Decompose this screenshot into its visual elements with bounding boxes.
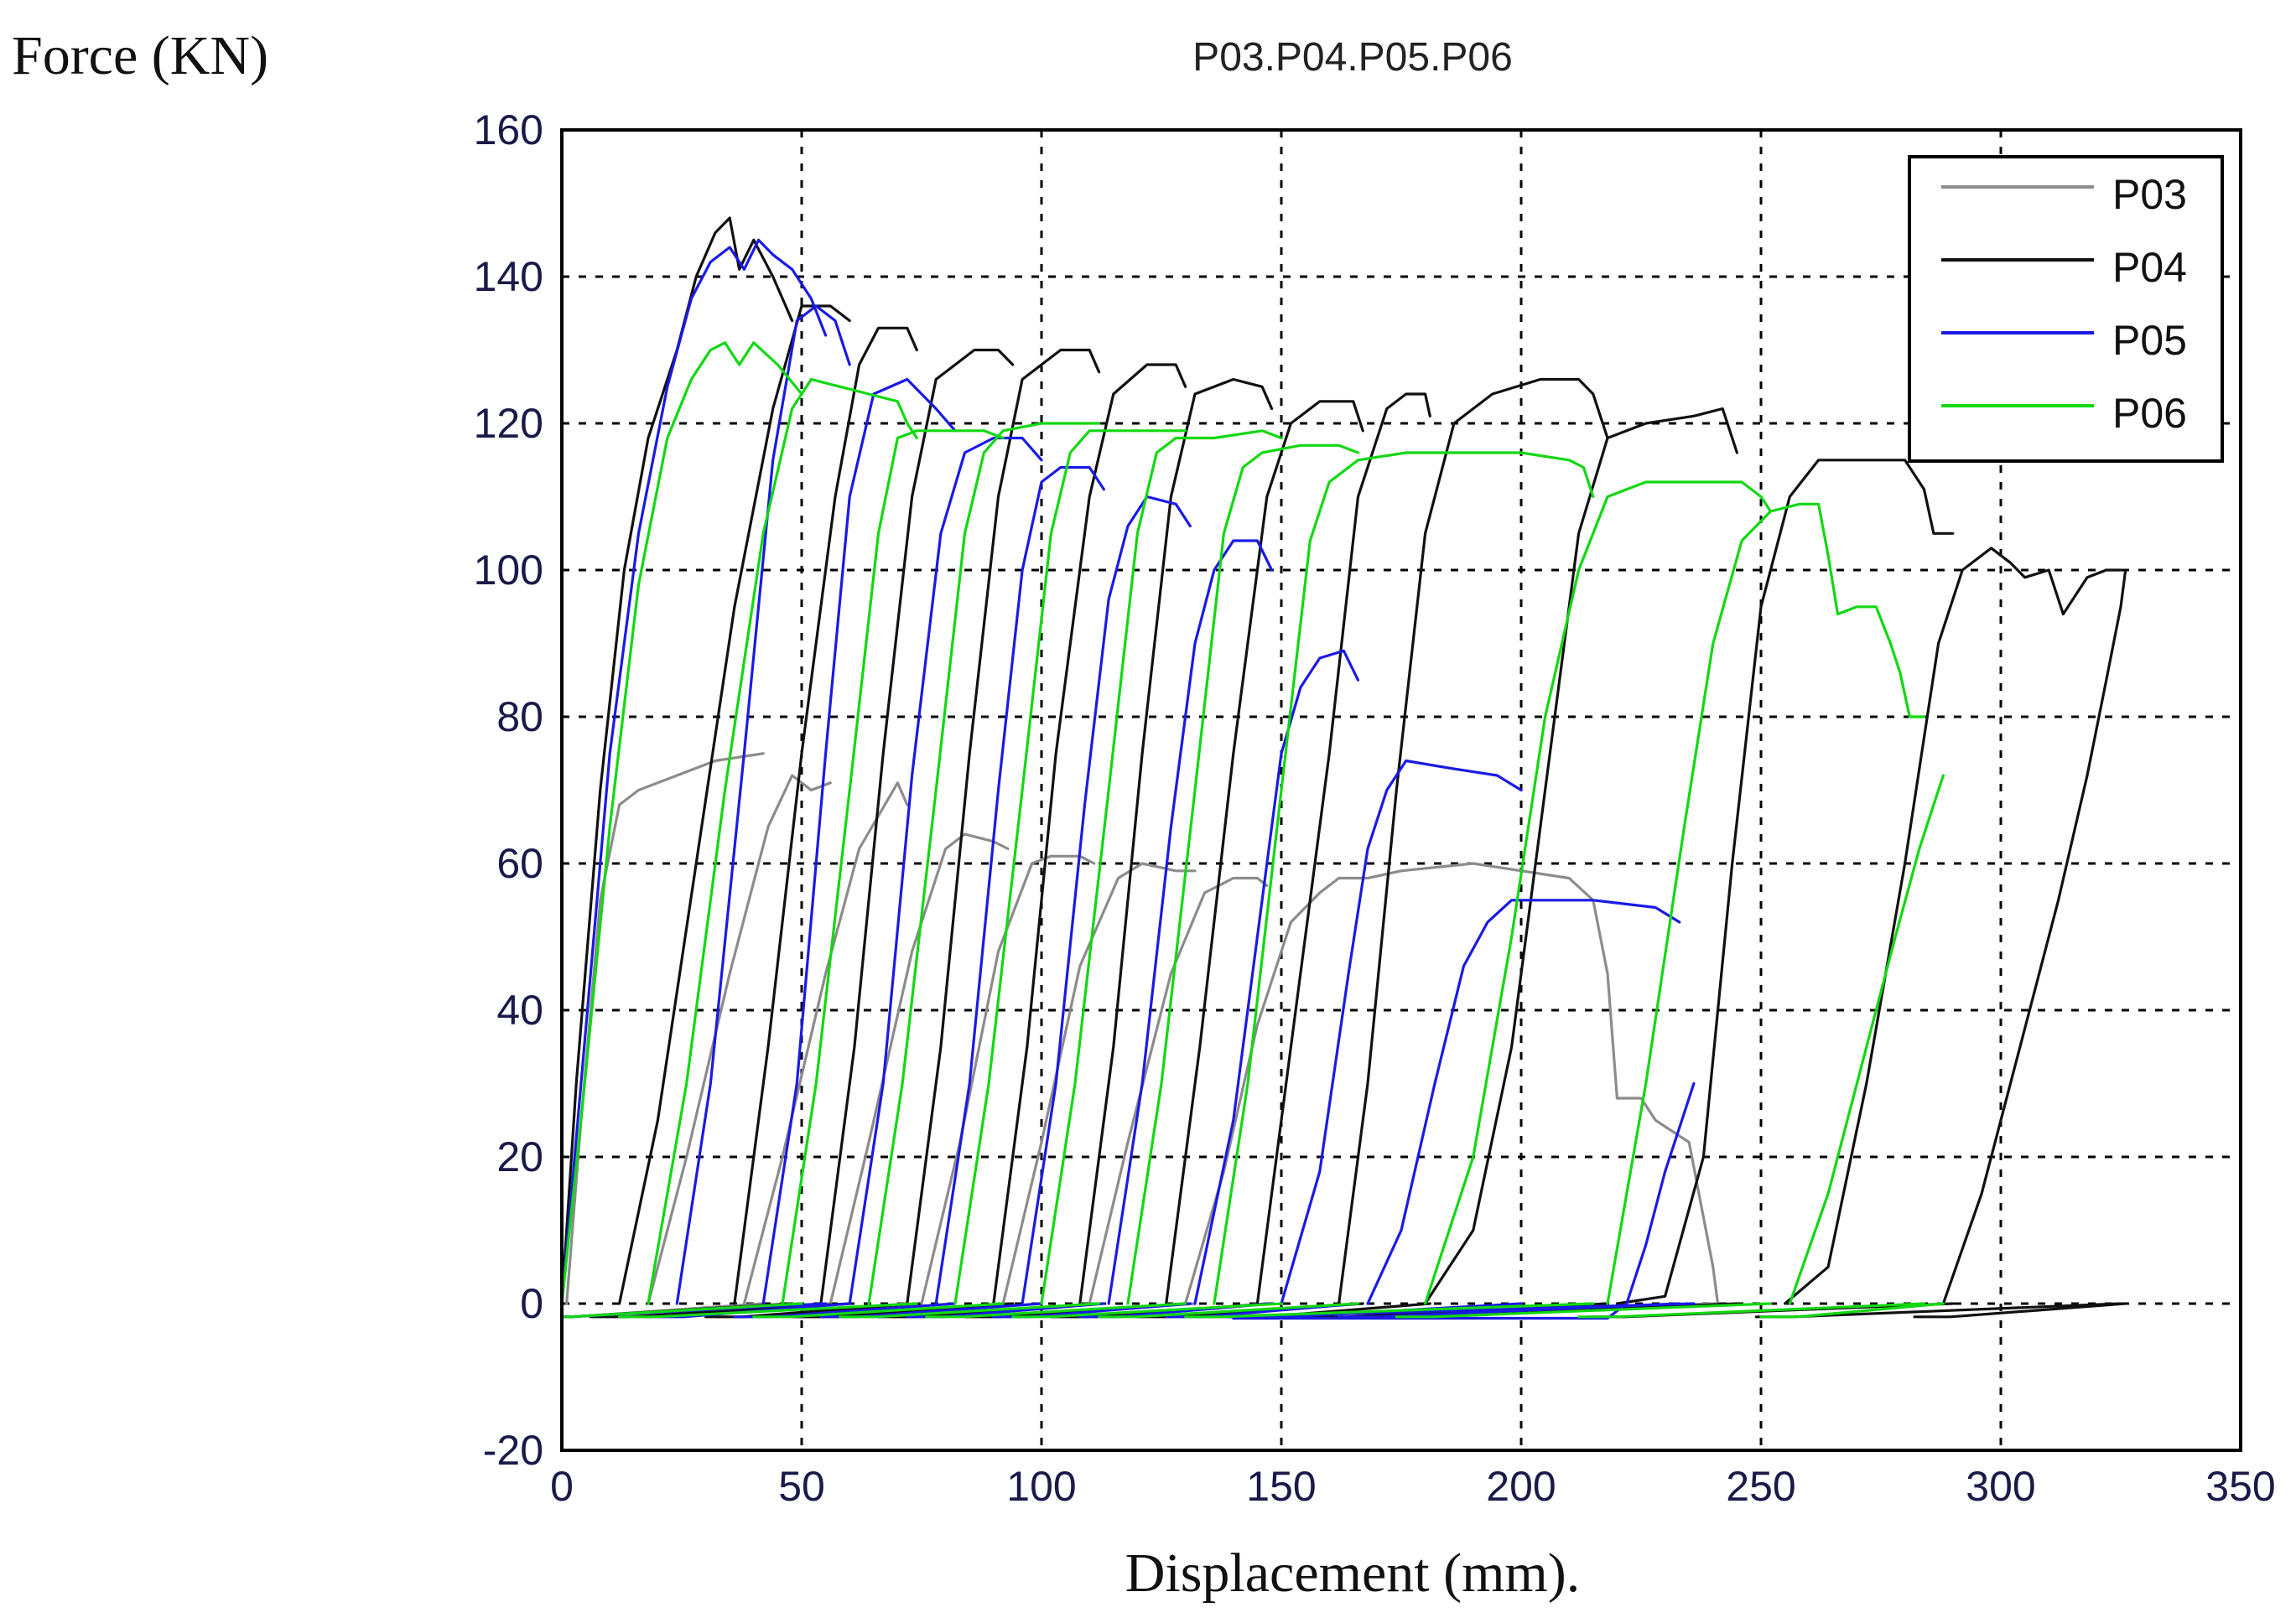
x-tick-label: 150 [1246,1463,1316,1510]
series-p03-cycle-6 [1001,862,1197,1305]
legend-label-p03: P03 [2112,171,2187,218]
series-p04-cycle-13 [1784,547,2122,1305]
series-p06-cycle-9 [1424,480,1772,1305]
y-tick-label: 20 [496,1133,543,1180]
series-p06-unload-8 [1184,1302,1595,1319]
series-p05-cycle-4 [848,436,1043,1305]
series-p06-unload-11 [1759,1302,1945,1319]
series-p06 [560,341,1945,1319]
series-p06-cycle-1 [560,341,803,1305]
series-p06-unload-3 [752,1302,1005,1319]
series-p03-cycle-4 [829,832,1010,1305]
y-tick-label: 160 [474,106,543,153]
y-tick-label: 60 [496,840,543,887]
y-tick-label: 80 [496,693,543,740]
series-p05-cycle-8 [1193,649,1360,1305]
x-tick-label: 0 [550,1463,574,1510]
series-p06-cycle-4 [867,422,1101,1305]
x-tick-label: 350 [2205,1463,2275,1510]
series-p03-cycle-7 [1088,876,1269,1305]
plot-frame [560,128,2242,1452]
y-tick-label: 140 [474,253,543,300]
legend-label-p04: P04 [2112,244,2187,291]
series-p04-cycle-10 [1338,377,1609,1305]
y-tick-label: 100 [474,547,543,594]
series-p05-cycle-7 [1107,539,1274,1305]
series-p06-cycle-11 [1788,774,1945,1305]
y-tick-labels: -20 0 20 40 60 80 100 120 140 160 [474,106,543,1474]
series-p06-cycle-7 [1126,443,1360,1305]
series-p04-unload-14 [1913,1302,2127,1319]
series-p06-unload-1 [560,1302,803,1319]
series-p03-cycle-3 [742,781,909,1305]
series-p06-cycle-3 [781,429,1005,1305]
x-tick-label: 200 [1486,1463,1556,1510]
x-axis-label: Displacement (mm). [1125,1543,1581,1604]
y-tick-label: 0 [520,1280,543,1327]
series-p04-cycle-2 [618,304,851,1305]
series-p05-cycle-2 [675,304,851,1305]
plot-curves [560,216,2127,1320]
legend-label-p05: P05 [2112,317,2187,364]
legend-label-p06: P06 [2112,390,2187,437]
chart-title: P03.P04.P05.P06 [1192,35,1513,80]
legend: P03 P04 P05 P06 [1908,155,2224,463]
series-p06-unload-2 [618,1302,918,1319]
series-p04-cycle-6 [992,363,1187,1305]
series-p04-cycle-3 [733,326,918,1305]
series-p06-unload-10 [1577,1302,1926,1319]
series-p05-cycle-5 [934,465,1105,1305]
series-p04 [560,216,2127,1319]
series-p06-unload-4 [839,1302,1101,1319]
series-p06-cycle-8 [1213,451,1595,1305]
series-p04-cycle-14 [1941,568,2127,1305]
series-p04-cycle-4 [819,348,1015,1305]
series-p05-cycle-9 [1280,759,1523,1305]
series-p06-unload-7 [1098,1302,1360,1319]
x-tick-label: 250 [1726,1463,1795,1510]
x-tick-label: 100 [1006,1463,1076,1510]
x-tick-label: 50 [778,1463,825,1510]
x-tick-label: 300 [1966,1463,2035,1510]
legend-box [1908,155,2224,463]
series-p04-cycle-12 [1615,459,1955,1305]
series-p04-cycle-7 [1078,377,1274,1305]
y-tick-label: 40 [496,987,543,1034]
series-p04-cycle-5 [906,348,1101,1305]
series-p03-cycle-2 [647,774,832,1305]
series-p05-cycle-1 [560,238,828,1305]
series-p04-cycle-1 [560,216,794,1305]
series-p06-cycle-2 [647,377,918,1305]
series-p06-cycle-10 [1606,502,1926,1305]
series-p04-cycle-8 [1165,400,1364,1305]
y-axis-label: Force (KN) [12,25,268,86]
series-p06-cycle-6 [1040,429,1283,1305]
series-p06-unload-9 [1395,1302,1772,1319]
series-p06-unload-6 [1011,1302,1283,1319]
series-p04-cycle-11 [1424,407,1738,1305]
series-p06-unload-5 [925,1302,1187,1319]
y-tick-label: -20 [483,1427,543,1474]
y-tick-label: 120 [474,400,543,447]
series-p06-cycle-5 [953,429,1187,1305]
series-p04-cycle-9 [1255,392,1431,1305]
series-p05-cycle-6 [1021,495,1192,1305]
series-p05-cycle-3 [761,377,957,1305]
series-p05-cycle-10 [1366,899,1681,1305]
x-tick-labels: 0 50 100 150 200 250 300 350 [550,1463,2276,1510]
